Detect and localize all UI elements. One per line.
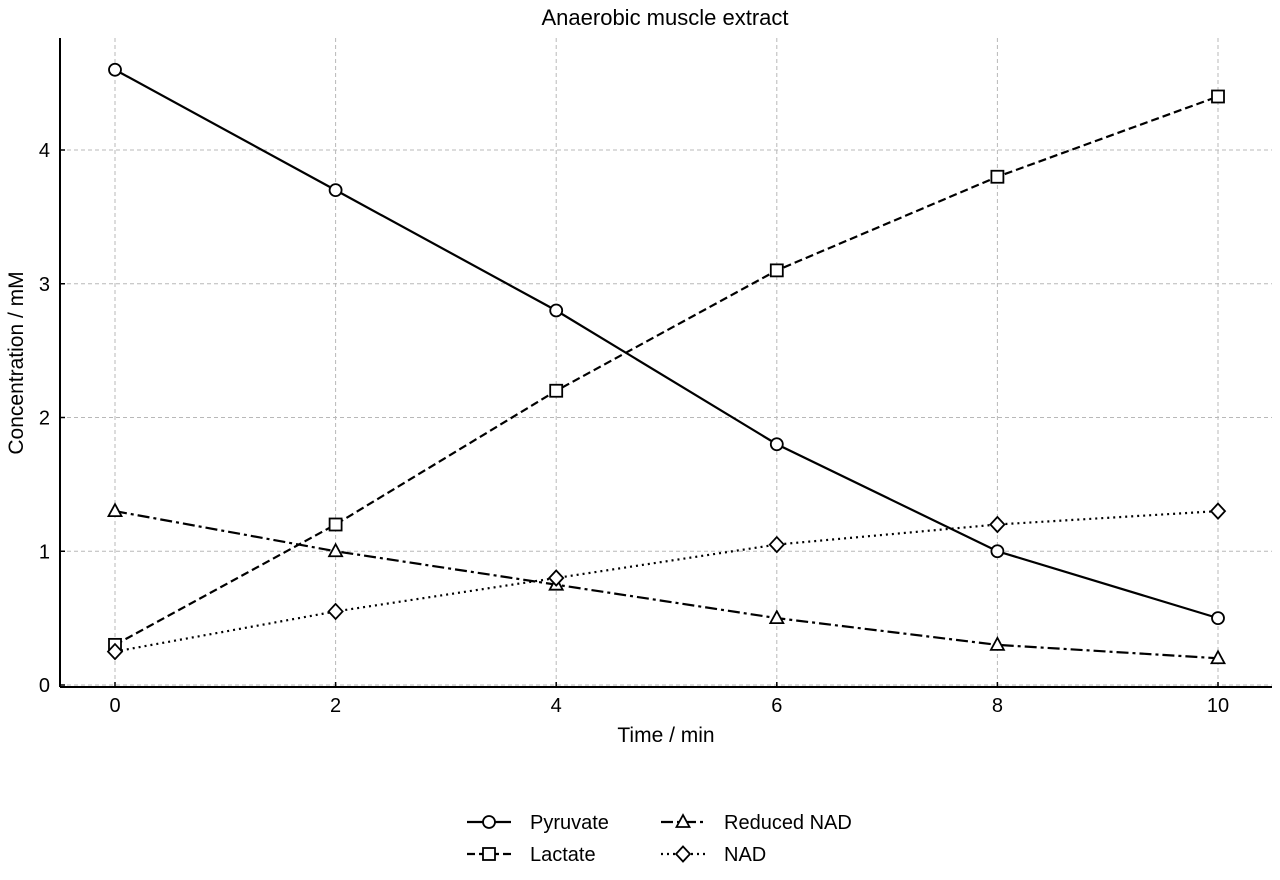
- legend-label: NAD: [724, 844, 766, 866]
- data-point: [769, 437, 784, 452]
- x-tick-label: 0: [109, 695, 120, 717]
- legend-item: Reduced NAD: [661, 812, 852, 834]
- data-point: [549, 303, 564, 318]
- x-tick-label: 10: [1207, 695, 1229, 717]
- legend: Pyruvate Lactate Reduced NAD NAD: [467, 812, 852, 866]
- data-point: [1211, 611, 1225, 626]
- grid: [60, 38, 1272, 687]
- x-axis-label: Time / min: [617, 724, 714, 747]
- legend-item: Pyruvate: [467, 812, 609, 834]
- series-line: [114, 510, 1219, 660]
- legend-label: Pyruvate: [530, 812, 609, 834]
- legend-label: Lactate: [530, 844, 596, 866]
- y-axis-label: Concentration / mM: [5, 271, 28, 454]
- data-point: [989, 515, 1006, 534]
- y-tick-label: 4: [39, 140, 50, 162]
- series-reduced-nad: [106, 502, 1227, 665]
- data-point: [106, 502, 124, 518]
- series-line: [114, 68, 1219, 620]
- data-point: [1209, 649, 1227, 665]
- data-point: [1211, 89, 1225, 104]
- series-line: [114, 510, 1219, 653]
- legend-item: Lactate: [467, 844, 596, 866]
- series-line: [114, 95, 1219, 646]
- x-tick-label: 8: [992, 695, 1003, 717]
- data-point: [769, 263, 784, 278]
- data-point: [768, 535, 786, 554]
- x-tick-label: 4: [551, 695, 562, 717]
- legend-marker: [674, 813, 692, 828]
- data-point: [989, 635, 1006, 651]
- data-point: [108, 62, 122, 77]
- series-lactate: [108, 89, 1225, 652]
- data-point: [990, 544, 1005, 559]
- data-point: [990, 169, 1005, 184]
- legend-marker: [674, 845, 692, 863]
- y-tick-label: 1: [39, 541, 50, 563]
- x-tick-label: 2: [330, 695, 341, 717]
- series-layer: [106, 62, 1227, 665]
- data-point: [327, 542, 344, 558]
- chart-title: Anaerobic muscle extract: [542, 5, 789, 30]
- legend-label: Reduced NAD: [724, 812, 852, 834]
- legend-marker: [482, 815, 496, 829]
- legend-marker: [482, 847, 496, 861]
- y-tick-label: 0: [39, 675, 50, 697]
- axes: 0 2 4 6 8 10 0 1 2 3 4: [39, 38, 1272, 717]
- y-tick-label: 2: [39, 408, 50, 430]
- data-point: [1209, 502, 1227, 520]
- y-tick-label: 3: [39, 274, 50, 296]
- legend-item: NAD: [661, 844, 766, 866]
- data-point: [327, 602, 344, 621]
- data-point: [328, 183, 343, 198]
- data-point: [547, 569, 565, 587]
- data-point: [549, 383, 564, 398]
- x-tick-label: 6: [771, 695, 782, 717]
- data-point: [328, 517, 343, 532]
- series-pyruvate: [108, 62, 1225, 626]
- data-point: [768, 609, 785, 625]
- data-point: [106, 642, 124, 661]
- series-nad: [106, 502, 1227, 661]
